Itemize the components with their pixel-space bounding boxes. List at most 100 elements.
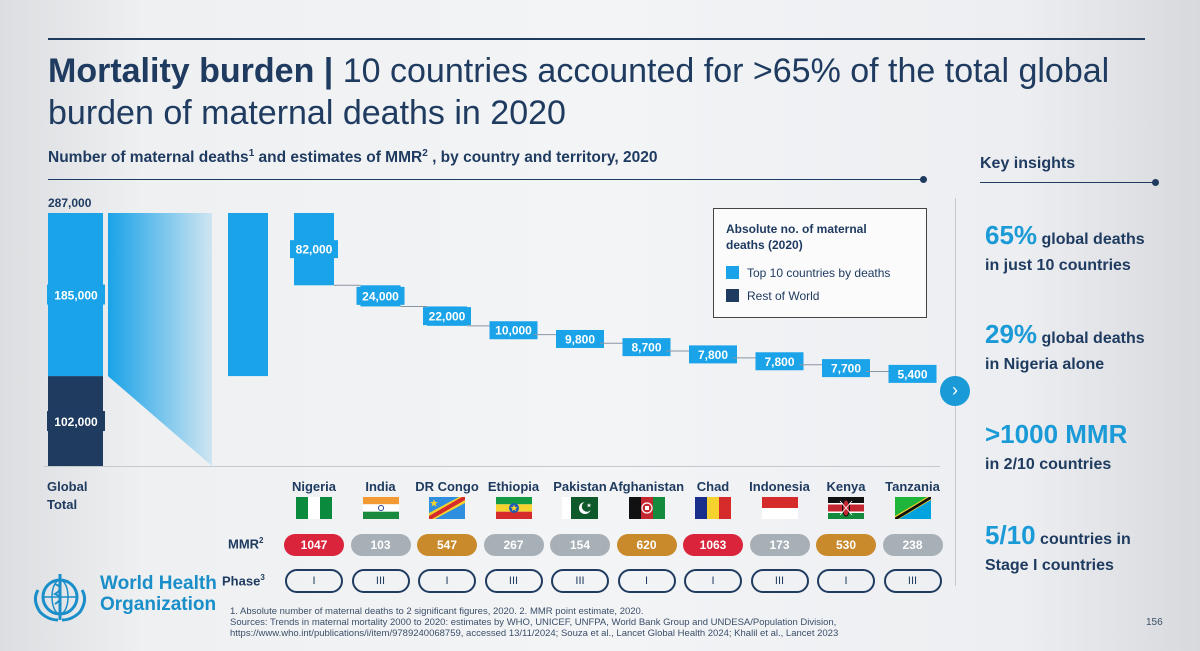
global-rest-value: 102,000 bbox=[54, 415, 98, 429]
country-value-bg-4 bbox=[556, 329, 604, 348]
insight-2-text1: global deaths bbox=[1037, 330, 1145, 347]
flag-nigeria-icon bbox=[296, 497, 332, 519]
mmr-label-sup: 2 bbox=[259, 536, 264, 545]
legend: Absolute no. of maternal deaths (2020) T… bbox=[713, 208, 927, 318]
global-total-value: 287,000 bbox=[48, 196, 92, 210]
footnote-1: 1. Absolute number of maternal deaths to… bbox=[230, 606, 644, 617]
insight-1-big: 65% bbox=[985, 220, 1038, 250]
country-name-indonesia: Indonesia bbox=[749, 479, 810, 494]
country-value-label-0: 82,000 bbox=[296, 243, 333, 257]
flag-india-icon bbox=[362, 497, 399, 519]
slide-title: Mortality burden | 10 countries accounte… bbox=[48, 50, 1128, 134]
insight-4-big: 5/10 bbox=[985, 520, 1036, 550]
country-name-dr-congo: DR Congo bbox=[415, 479, 479, 494]
chevron-right-icon[interactable]: › bbox=[940, 376, 970, 406]
phase-badge-ethiopia: III bbox=[484, 569, 543, 593]
country-value-label-9: 5,400 bbox=[897, 367, 927, 381]
country-name-tanzania: Tanzania bbox=[885, 479, 940, 494]
insight-1: 65% global deaths in just 10 countries bbox=[985, 222, 1185, 279]
insight-1-text2: in just 10 countries bbox=[985, 257, 1131, 274]
country-value-bg-8 bbox=[822, 359, 870, 378]
flag-ethiopia-icon bbox=[495, 497, 532, 519]
footnote-3: https://www.who.int/publications/i/item/… bbox=[230, 628, 839, 639]
top10-total-bar bbox=[228, 213, 268, 377]
title-separator: | bbox=[314, 52, 343, 90]
title-bold: Mortality burden bbox=[48, 52, 315, 90]
flag-kenya-icon bbox=[828, 497, 864, 519]
mmr-row-label: MMR2 bbox=[228, 536, 264, 551]
legend-swatch-rest bbox=[726, 289, 739, 302]
phase-badge-india: III bbox=[351, 569, 410, 593]
chart-subtitle: Number of maternal deaths1 and estimates… bbox=[48, 148, 657, 167]
legend-swatch-top10 bbox=[726, 266, 739, 279]
country-value-bg-2 bbox=[423, 307, 471, 326]
phase-badge-indonesia: III bbox=[750, 569, 809, 593]
flag-indonesia-icon bbox=[761, 497, 798, 519]
insight-4: 5/10 countries in Stage I countries bbox=[985, 522, 1185, 579]
insight-4-text1: countries in bbox=[1035, 531, 1131, 548]
country-value-label-4: 9,800 bbox=[565, 332, 595, 346]
mmr-badge-pakistan: 154 bbox=[550, 534, 610, 556]
country-value-label-2: 22,000 bbox=[429, 310, 466, 324]
flag-chad-icon bbox=[695, 497, 731, 519]
country-value-label-5: 8,700 bbox=[631, 341, 661, 355]
footnote-2: Sources: Trends in maternal mortality 20… bbox=[230, 617, 837, 628]
flag-afghanistan-icon bbox=[628, 497, 665, 519]
country-value-label-7: 7,800 bbox=[764, 355, 794, 369]
footnotes: 1. Absolute number of maternal deaths to… bbox=[230, 606, 1130, 639]
subtitle-sup-1: 1 bbox=[248, 148, 255, 159]
country-value-bg-6 bbox=[689, 345, 737, 364]
insight-3-big: >1000 MMR bbox=[985, 419, 1128, 449]
country-value-bg-5 bbox=[622, 338, 671, 357]
insight-2-big: 29% bbox=[985, 319, 1038, 349]
mmr-badge-indonesia: 173 bbox=[749, 534, 810, 556]
who-logo-text: World Health Organization bbox=[100, 573, 217, 615]
insight-2-text2: in Nigeria alone bbox=[985, 356, 1105, 373]
phase-badge-chad: I bbox=[684, 569, 742, 593]
mmr-badge-tanzania: 238 bbox=[882, 534, 943, 556]
insight-3: >1000 MMR in 2/10 countries bbox=[985, 421, 1185, 478]
insight-3-text2: in 2/10 countries bbox=[985, 456, 1112, 473]
legend-label-top10: Top 10 countries by deaths bbox=[747, 266, 891, 280]
country-value-bg-9 bbox=[888, 364, 937, 383]
global-fade-connector bbox=[108, 213, 212, 466]
phase-badge-dr-congo: I bbox=[418, 569, 476, 593]
country-name-pakistan: Pakistan bbox=[553, 479, 607, 494]
subtitle-part-b: and estimates of MMR bbox=[254, 149, 423, 167]
country-value-label-8: 7,700 bbox=[831, 362, 861, 376]
mmr-badge-chad: 1063 bbox=[683, 534, 743, 556]
subtitle-part-a: Number of maternal deaths bbox=[48, 149, 249, 167]
phase-badge-afghanistan: I bbox=[617, 569, 676, 593]
country-name-ethiopia: Ethiopia bbox=[487, 479, 540, 494]
chart-layer: 287,000 185,000 102,000 82,000 24,000 22,000 1… bbox=[44, 196, 940, 467]
insight-2: 29% global deaths in Nigeria alone bbox=[985, 321, 1185, 378]
country-value-label-3: 10,000 bbox=[495, 324, 532, 338]
country-value-label-1: 24,000 bbox=[362, 289, 399, 303]
country-name-india: India bbox=[365, 479, 396, 494]
country-value-bg-0 bbox=[290, 240, 338, 259]
phase-badge-nigeria: I bbox=[285, 569, 343, 593]
legend-label-rest: Rest of World bbox=[747, 289, 820, 303]
mmr-badge-afghanistan: 620 bbox=[616, 534, 677, 556]
mmr-label-text: MMR bbox=[228, 536, 260, 552]
legend-title: Absolute no. of maternal deaths (2020) bbox=[726, 222, 867, 252]
page-number: 156 bbox=[1146, 617, 1163, 628]
key-insights-rule-dot bbox=[1152, 179, 1159, 186]
mmr-badge-dr-congo: 547 bbox=[417, 534, 477, 556]
insight-1-text1: global deaths bbox=[1037, 231, 1145, 248]
mmr-badge-nigeria: 1047 bbox=[284, 534, 344, 556]
who-emblem-icon bbox=[33, 574, 87, 622]
country-value-label-6: 7,800 bbox=[698, 348, 728, 362]
phase-badge-pakistan: III bbox=[551, 569, 609, 593]
phase-label-text: Phase bbox=[222, 573, 261, 589]
country-value-bg-3 bbox=[489, 321, 538, 340]
phase-badge-kenya: I bbox=[817, 569, 875, 593]
phase-label-sup: 3 bbox=[260, 573, 265, 582]
global-top10-value: 185,000 bbox=[54, 289, 98, 303]
subtitle-sup-2: 2 bbox=[422, 148, 428, 159]
country-value-bg-1 bbox=[356, 286, 405, 305]
country-name-afghanistan: Afghanistan bbox=[608, 479, 685, 494]
mmr-badge-kenya: 530 bbox=[816, 534, 876, 556]
flag-pakistan-icon bbox=[562, 497, 598, 519]
